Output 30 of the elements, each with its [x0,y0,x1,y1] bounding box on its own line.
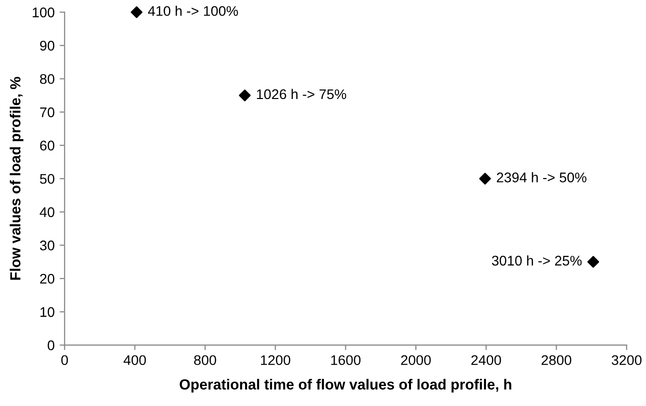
annotation: 410 h -> 100% [148,6,238,16]
point [238,90,251,102]
y-tick-label: 60 [40,140,54,151]
y-tick-label: 50 [40,174,54,184]
x-axis-title: Operational time of flow values of load profile, h [180,378,512,392]
x-tick-label: 2800 [542,355,572,366]
x-tick-label: 400 [124,355,146,366]
y-tick-label: 70 [40,107,54,118]
x-tick-label: 0 [61,355,68,366]
y-tick-label: 30 [40,240,54,250]
x-tick-label: 2000 [401,355,431,366]
annotation: 1026 h -> 75% [256,88,346,100]
y-tick-label: 10 [40,307,54,317]
y-tick-label: 20 [40,274,54,284]
y-tick-label: 90 [40,40,54,51]
annotation: 2394 h -> 50% [496,172,586,182]
x-tick-label: 2400 [471,355,502,366]
point [479,172,491,185]
y-tick-label: 40 [40,207,54,218]
point [130,6,142,18]
annotation: 3010 h -> 25% [492,255,582,266]
point [587,256,600,268]
x-tick-label: 3200 [612,355,642,366]
x-tick-label: 800 [194,355,216,366]
x-tick-label: 1200 [260,355,290,366]
x-tick-label: 1600 [331,355,361,366]
y-tick-label: 0 [48,340,54,350]
y-tick-label: 100 [32,8,54,18]
y-tick-label: 80 [40,74,54,84]
y-axis-title: Flow values of load profile, % [10,76,24,280]
